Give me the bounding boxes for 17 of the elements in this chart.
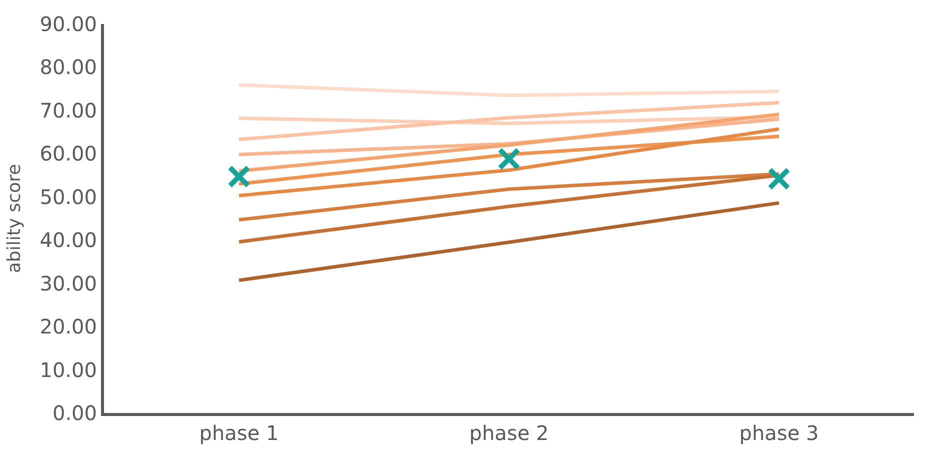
y-tick-label: 80.00 xyxy=(40,55,97,80)
y-axis-title: ability score xyxy=(4,164,25,274)
y-tick-label: 90.00 xyxy=(40,12,97,36)
y-tick-label: 0.00 xyxy=(52,401,97,425)
x-tick-label: phase 2 xyxy=(469,421,549,445)
point xyxy=(498,147,520,170)
x-tick-label: phase 3 xyxy=(739,421,819,445)
x-tick-label: phase 1 xyxy=(199,421,279,445)
point xyxy=(768,167,790,190)
y-tick-label: 40.00 xyxy=(40,228,97,252)
point xyxy=(228,165,250,188)
y-tick-label: 60.00 xyxy=(40,142,97,166)
y-tick-label: 50.00 xyxy=(40,184,97,209)
y-tick-label: 20.00 xyxy=(40,314,97,339)
y-tick-label: 10.00 xyxy=(40,358,97,382)
y-tick-label: 70.00 xyxy=(40,98,97,122)
y-tick-label: 30.00 xyxy=(40,271,97,296)
